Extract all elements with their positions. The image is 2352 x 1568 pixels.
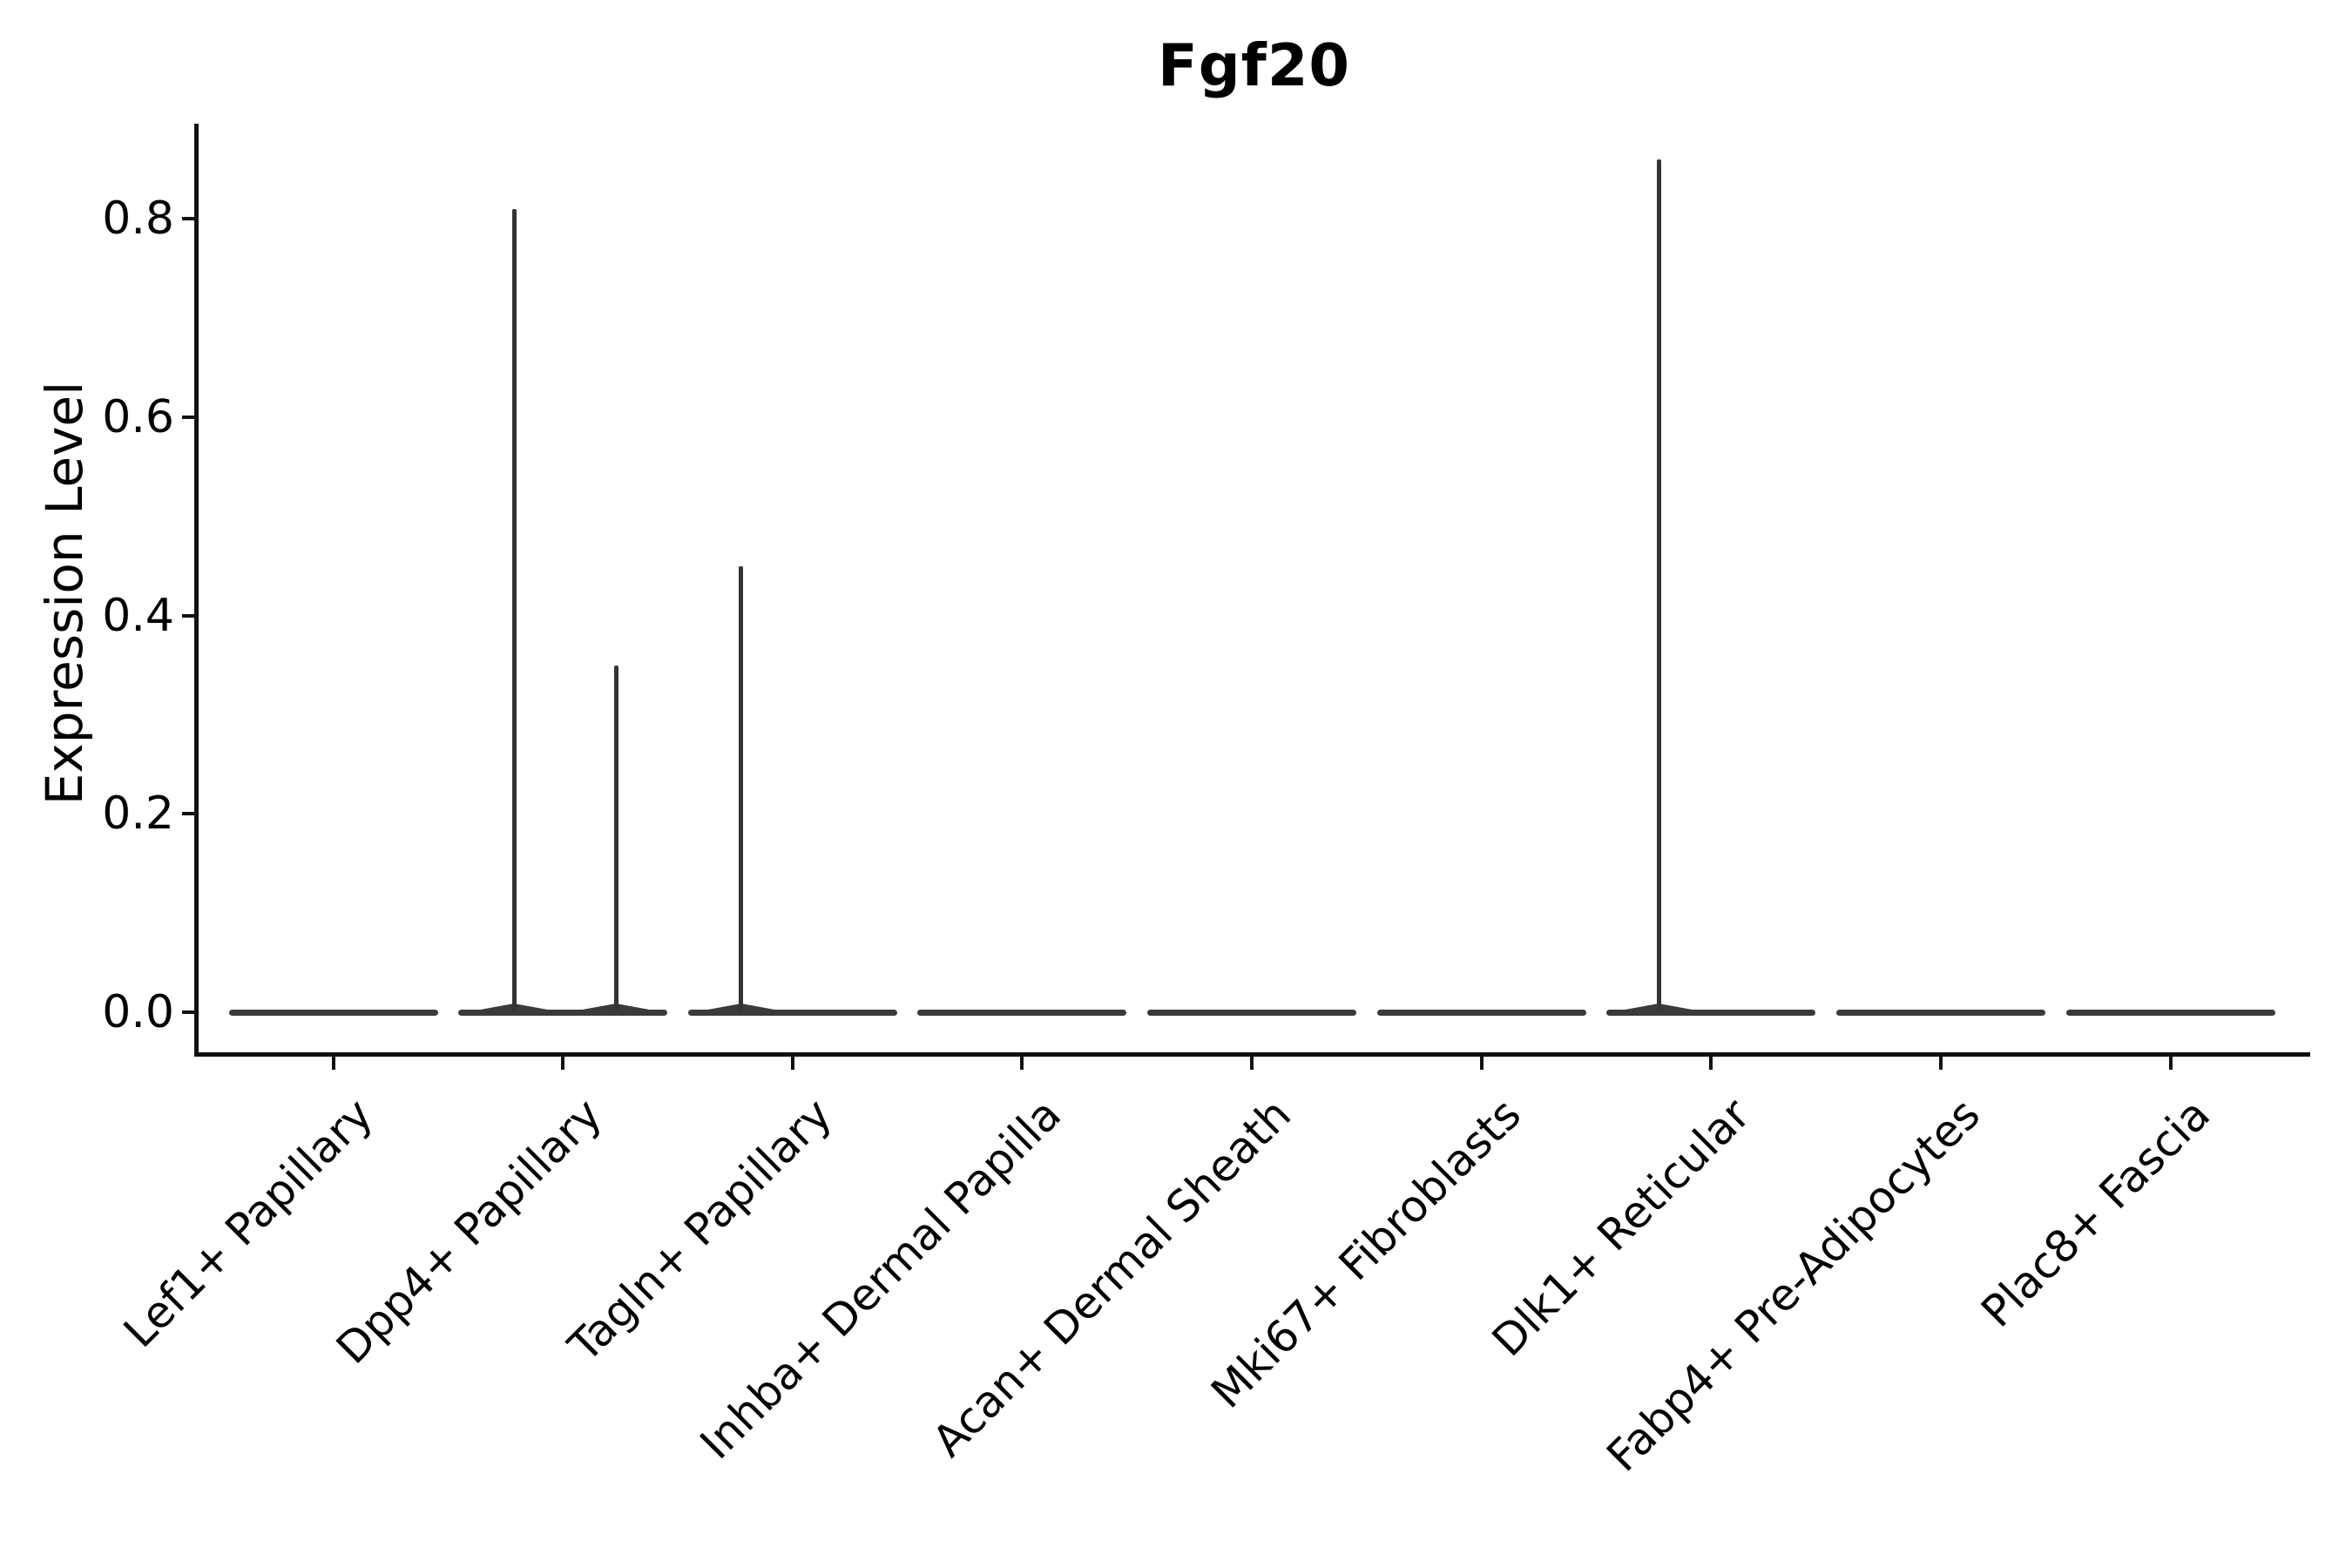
violin-body <box>228 1009 438 1016</box>
x-tick-mark <box>561 1057 565 1070</box>
x-tick-mark <box>790 1057 794 1070</box>
x-tick-mark <box>1250 1057 1254 1070</box>
violin-expression-spike <box>511 208 517 1010</box>
y-tick-mark <box>182 1010 194 1014</box>
y-tick-mark <box>182 217 194 221</box>
y-tick-label: 0.2 <box>102 787 174 841</box>
y-tick-mark <box>182 812 194 816</box>
y-tick-label: 0.8 <box>102 193 174 246</box>
x-tick-mark <box>2168 1057 2173 1070</box>
x-axis-line <box>194 1052 2310 1057</box>
violin-body <box>1835 1009 2045 1016</box>
violin-body <box>1606 1009 1816 1016</box>
y-tick-mark <box>182 613 194 618</box>
chart-title: Fgf20 <box>1157 31 1351 99</box>
x-tick-mark <box>331 1057 335 1070</box>
violin-expression-spike <box>739 565 744 1010</box>
x-tick-mark <box>1020 1057 1024 1070</box>
violin-body <box>917 1009 1127 1016</box>
y-tick-mark <box>182 415 194 419</box>
y-tick-label: 0.4 <box>102 589 174 642</box>
y-axis-line <box>194 124 199 1057</box>
violin-body <box>1147 1009 1357 1016</box>
x-tick-mark <box>1709 1057 1713 1070</box>
violin-body <box>1376 1009 1586 1016</box>
y-tick-label: 0.6 <box>102 390 174 443</box>
violin-expression-spike <box>1656 159 1661 1010</box>
violin-body <box>2065 1009 2275 1016</box>
violin-body <box>687 1009 897 1016</box>
x-tick-mark <box>1479 1057 1484 1070</box>
y-tick-label: 0.0 <box>102 986 174 1038</box>
x-tick-mark <box>1938 1057 1943 1070</box>
violin-body <box>458 1009 668 1016</box>
violin-expression-spike <box>613 665 618 1010</box>
